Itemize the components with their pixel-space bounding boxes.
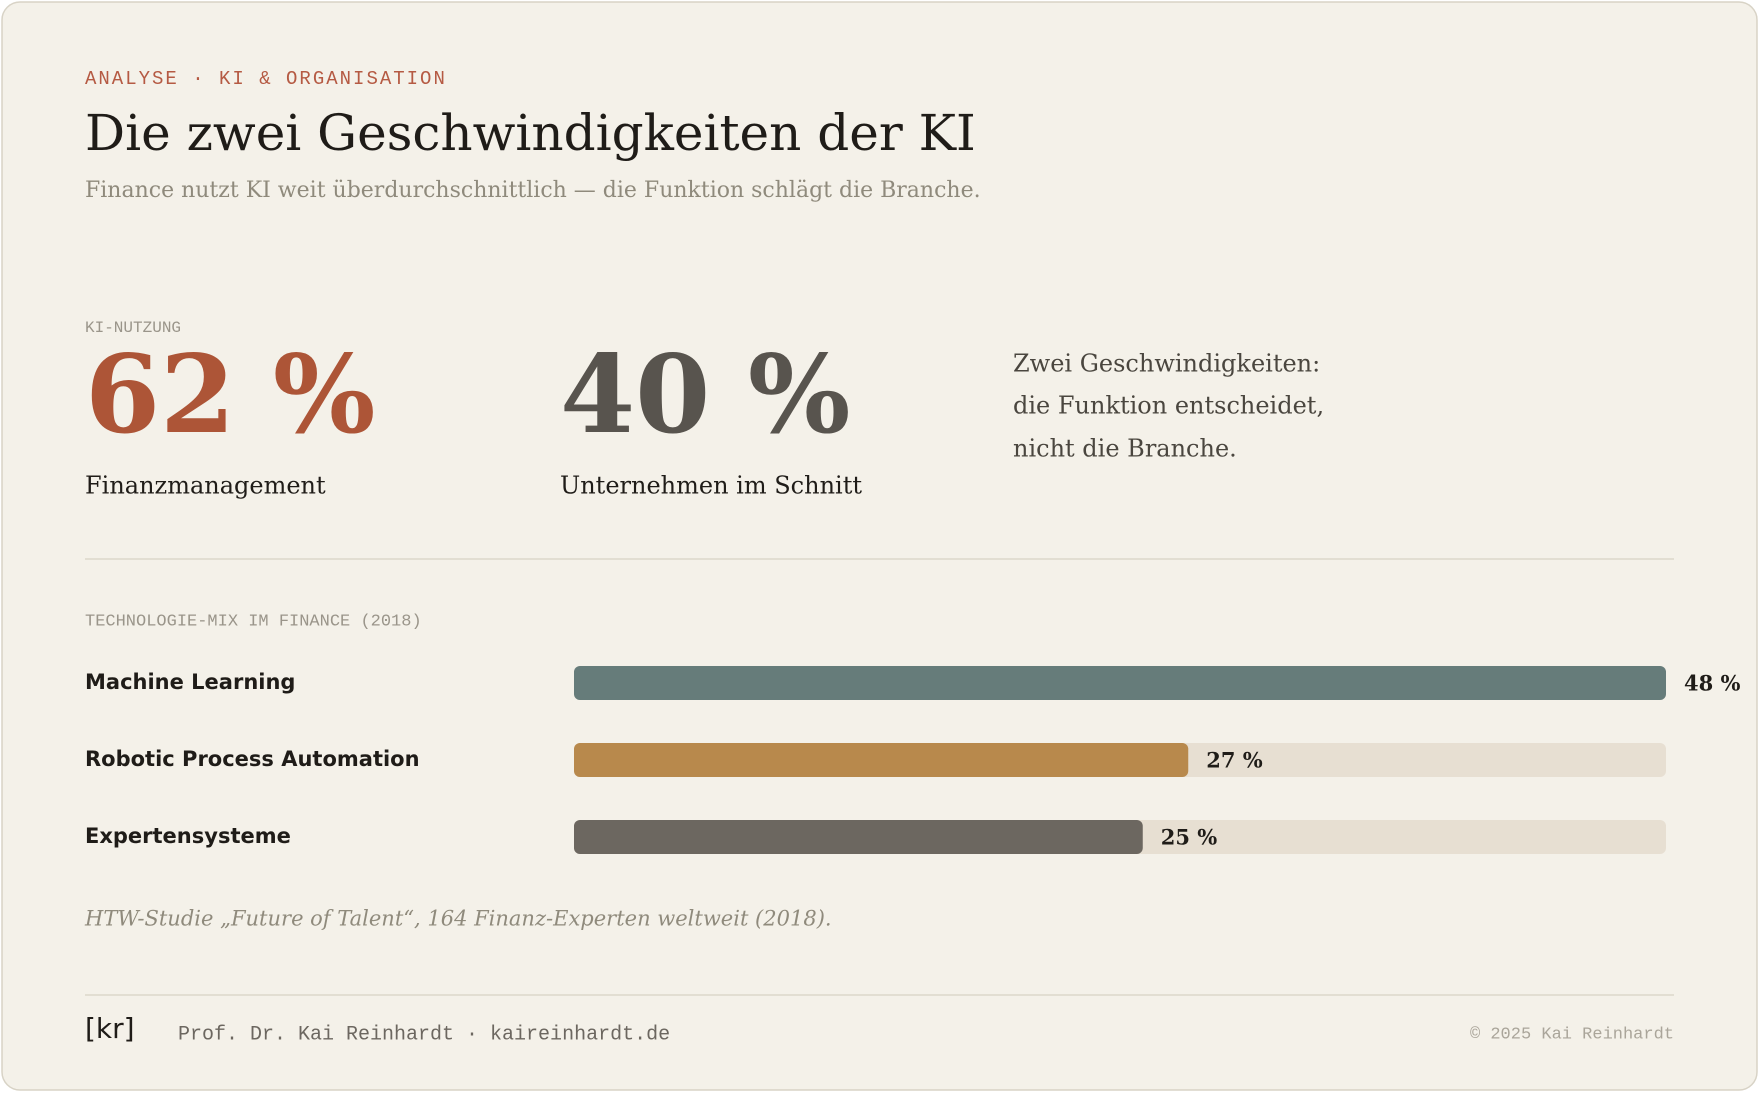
note-line: die Funktion entscheidet,	[1013, 392, 1324, 420]
stat-value: 62 %	[85, 332, 376, 458]
logo: [kr]	[85, 1012, 135, 1045]
value-label: 25 %	[1161, 825, 1218, 850]
eyebrow: ANALYSE · KI & ORGANISATION	[85, 68, 447, 90]
title: Die zwei Geschwindigkeiten der KI	[85, 104, 976, 162]
bar	[574, 743, 1189, 777]
stat-label: Finanzmanagement	[85, 472, 326, 500]
copyright: © 2025 Kai Reinhardt	[1470, 1025, 1674, 1044]
bar-chart: Machine Learning 48 % Robotic Process Auto…	[85, 666, 1741, 854]
bar-label: Expertensysteme	[85, 824, 291, 848]
stats-label: KI-NUTZUNG	[85, 319, 181, 337]
chart-title: TECHNOLOGIE-MIX IM FINANCE (2018)	[85, 612, 422, 631]
source: HTW-Studie „Future of Talent“, 164 Finan…	[84, 907, 832, 931]
value-label: 27 %	[1206, 748, 1263, 773]
value-label: 48 %	[1684, 671, 1741, 696]
author: Prof. Dr. Kai Reinhardt · kaireinhardt.d…	[178, 1023, 670, 1046]
bar	[574, 820, 1143, 854]
note-line: nicht die Branche.	[1013, 435, 1237, 463]
bar-label: Robotic Process Automation	[85, 747, 420, 771]
stat-label: Unternehmen im Schnitt	[560, 472, 862, 500]
note-line: Zwei Geschwindigkeiten:	[1013, 350, 1320, 378]
bar	[574, 666, 1666, 700]
subtitle: Finance nutzt KI weit überdurchschnittli…	[85, 178, 981, 203]
stat-value: 40 %	[560, 332, 851, 458]
bar-label: Machine Learning	[85, 670, 295, 694]
